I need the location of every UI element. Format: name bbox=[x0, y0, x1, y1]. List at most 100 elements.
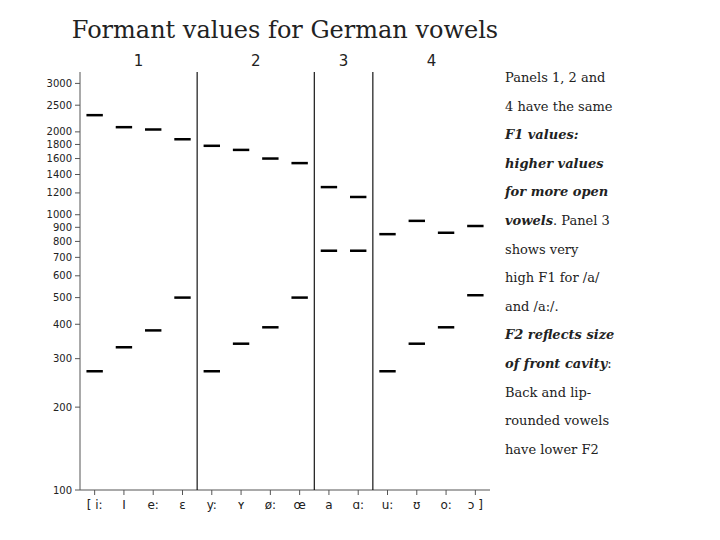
x-tick bbox=[328, 490, 329, 495]
dash bbox=[291, 296, 307, 299]
y-tick bbox=[75, 227, 80, 228]
x-tick bbox=[446, 490, 447, 495]
annotation-line: shows very bbox=[505, 242, 579, 257]
dash bbox=[233, 149, 249, 152]
y-tick bbox=[75, 358, 80, 359]
x-tick bbox=[211, 490, 212, 495]
panel-label: 2 bbox=[251, 52, 261, 70]
annotation-line: vowels. Panel 3 bbox=[505, 213, 610, 228]
x-tick bbox=[153, 490, 154, 495]
x-tick-label: ɔ ] bbox=[468, 498, 483, 512]
annotation-line: for more open bbox=[504, 184, 608, 199]
annotation-text: . Panel 3 bbox=[553, 213, 610, 228]
x-tick-label: [ i: bbox=[87, 498, 103, 512]
annotation-line: Panels 1, 2 and bbox=[505, 70, 605, 85]
annotation-line: F2 reflects size bbox=[504, 327, 614, 342]
x-tick bbox=[358, 490, 359, 495]
dash bbox=[86, 114, 102, 117]
annotation-line: have lower F2 bbox=[505, 442, 599, 457]
y-tick-label: 1600 bbox=[47, 153, 72, 164]
y-tick bbox=[75, 174, 80, 175]
dash bbox=[174, 296, 190, 299]
dash bbox=[350, 196, 366, 199]
dash bbox=[262, 326, 278, 329]
x-tick-label: ɛ bbox=[179, 498, 186, 512]
annotation-line: of front cavity: bbox=[505, 356, 612, 371]
x-tick bbox=[241, 490, 242, 495]
x-tick-label: ʊ bbox=[413, 498, 420, 512]
y-tick-label: 2500 bbox=[47, 100, 72, 111]
x-tick-label: e: bbox=[147, 498, 158, 512]
y-tick bbox=[75, 407, 80, 408]
x-tick-label: a bbox=[325, 498, 332, 512]
dash bbox=[204, 145, 220, 148]
dash bbox=[291, 162, 307, 165]
y-tick-label: 600 bbox=[53, 270, 72, 281]
marks bbox=[86, 115, 483, 371]
x-tick-label: ø: bbox=[265, 498, 276, 512]
y-tick bbox=[75, 192, 80, 193]
annotation-text: : bbox=[607, 356, 611, 371]
y-tick bbox=[75, 131, 80, 132]
y-tick-label: 3000 bbox=[47, 78, 72, 89]
annotation-text: Back and lip- bbox=[505, 385, 591, 400]
x-tick-label: ɑ: bbox=[352, 498, 364, 512]
dash bbox=[262, 157, 278, 160]
panel-divider bbox=[197, 72, 198, 490]
annotation-line: F1 values: bbox=[504, 127, 579, 142]
annotation-text: have lower F2 bbox=[505, 442, 599, 457]
x-tick-label: o: bbox=[440, 498, 451, 512]
annotation-text: Panels 1, 2 and bbox=[505, 70, 605, 85]
dash bbox=[467, 294, 483, 297]
x-axis bbox=[80, 490, 490, 491]
dash bbox=[409, 220, 425, 223]
dash bbox=[467, 225, 483, 228]
y-tick bbox=[75, 105, 80, 106]
y-tick-label: 700 bbox=[53, 252, 72, 263]
y-tick bbox=[75, 490, 80, 491]
dash bbox=[350, 249, 366, 252]
dash bbox=[321, 186, 337, 189]
y-tick bbox=[75, 158, 80, 159]
annotation-text: high F1 for /a/ bbox=[505, 270, 600, 285]
y-tick bbox=[75, 257, 80, 258]
annotation-line: Back and lip- bbox=[505, 385, 591, 400]
x-tick-label: œ bbox=[294, 498, 306, 512]
panel-label: 3 bbox=[339, 52, 349, 70]
dash bbox=[116, 346, 132, 349]
annotation-line: rounded vowels bbox=[505, 413, 609, 428]
dash bbox=[321, 249, 337, 252]
annotation-line: and /a:/. bbox=[505, 299, 559, 314]
x-tick bbox=[94, 490, 95, 495]
y-tick-label: 900 bbox=[53, 222, 72, 233]
x-tick bbox=[299, 490, 300, 495]
dash bbox=[174, 138, 190, 141]
x-tick bbox=[123, 490, 124, 495]
dash bbox=[86, 370, 102, 373]
annotation-text: 4 have the same bbox=[505, 99, 613, 114]
annotation-line: high F1 for /a/ bbox=[505, 270, 600, 285]
annotation-text: of front cavity bbox=[505, 356, 609, 371]
y-tick-label: 1200 bbox=[47, 187, 72, 198]
y-tick bbox=[75, 214, 80, 215]
y-tick-label: 1000 bbox=[47, 209, 72, 220]
annotation-text: F1 values: bbox=[504, 127, 579, 142]
x-tick-label: ʏ bbox=[237, 498, 244, 512]
annotation-text: vowels bbox=[505, 213, 554, 228]
annotation-text: shows very bbox=[505, 242, 579, 257]
y-tick bbox=[75, 144, 80, 145]
x-tick bbox=[475, 490, 476, 495]
x-tick bbox=[387, 490, 388, 495]
y-tick-label: 1400 bbox=[47, 169, 72, 180]
annotation-line: 4 have the same bbox=[505, 99, 613, 114]
y-tick bbox=[75, 297, 80, 298]
y-tick-label: 800 bbox=[53, 236, 72, 247]
dash bbox=[145, 128, 161, 131]
annotation-line: higher values bbox=[505, 156, 604, 171]
y-tick-label: 100 bbox=[53, 485, 72, 496]
x-tick-label: I bbox=[122, 498, 126, 512]
annotation-text: F2 reflects size bbox=[504, 327, 614, 342]
dash bbox=[145, 329, 161, 332]
y-tick-label: 500 bbox=[53, 292, 72, 303]
dash bbox=[379, 370, 395, 373]
